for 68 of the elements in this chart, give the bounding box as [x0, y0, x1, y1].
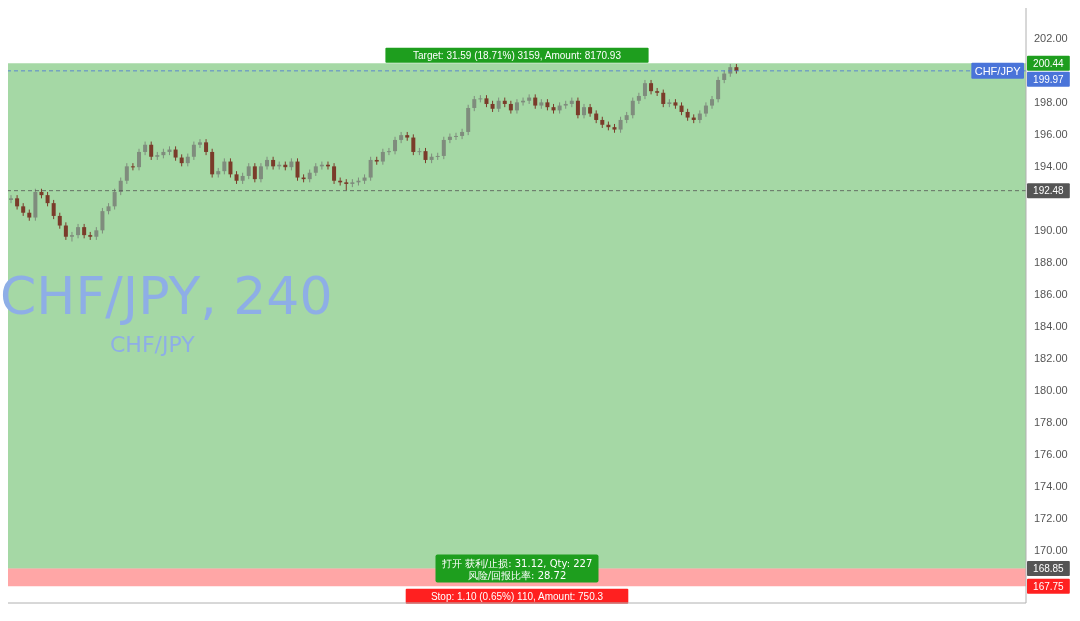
candlestick [466, 104, 471, 136]
candlestick [265, 156, 270, 171]
candlestick [51, 199, 56, 220]
candlestick [332, 162, 337, 185]
text: CHF/JPY [110, 332, 195, 357]
price-tag: CHF/JPY [971, 62, 1024, 79]
price-tag: 200.44 [1027, 55, 1070, 71]
candlestick [368, 156, 373, 182]
y-tick-label: 182.00 [1034, 352, 1068, 365]
price-tag: 199.97 [1027, 71, 1070, 87]
candlestick [112, 188, 117, 211]
candlestick [130, 162, 135, 171]
candlestick [710, 95, 715, 110]
candlestick [258, 162, 263, 183]
candlestick [9, 194, 13, 204]
y-tick-label: 186.00 [1034, 288, 1068, 301]
candlestick [514, 98, 519, 115]
price-tag: 167.75 [1027, 578, 1070, 594]
candlestick [149, 141, 154, 161]
candlestick [271, 156, 276, 171]
y-tick-label: 202.00 [1034, 32, 1068, 45]
candlestick [411, 133, 416, 156]
candlestick [137, 148, 142, 171]
candlestick [15, 194, 20, 211]
y-tick-label: 190.00 [1034, 224, 1068, 237]
band-label: Stop: 1.10 (0.65%) 110, Amount: 750.3 [430, 590, 604, 602]
y-tick-label: 172.00 [1034, 512, 1068, 525]
y-tick-label: 184.00 [1034, 320, 1068, 333]
candlestick [100, 207, 105, 235]
candlestick [716, 76, 721, 103]
candlestick [69, 231, 74, 243]
candlestick [703, 101, 708, 118]
candlestick [575, 97, 580, 119]
price-tag: 192.48 [1027, 183, 1070, 199]
candlestick [210, 148, 215, 179]
candlestick [295, 157, 300, 182]
band-label: Target: 31.59 (18.71%) 3159, Amount: 8170.93 [413, 49, 622, 61]
candlestick [124, 162, 129, 185]
y-tick-label: 188.00 [1034, 256, 1068, 269]
y-tick-label: 178.00 [1034, 416, 1068, 429]
label-box: Target: 31.59 (18.71%) 3159, Amount: 8170.93 [385, 47, 649, 63]
candlestick [527, 93, 532, 105]
y-tick-label: 174.00 [1034, 480, 1068, 493]
candlestick [399, 131, 404, 144]
y-tick-label: 196.00 [1034, 128, 1068, 141]
price-tag: 168.85 [1027, 561, 1070, 577]
candlestick [636, 92, 641, 105]
y-tick-label: 198.00 [1034, 96, 1068, 109]
candlestick [252, 162, 257, 183]
candlestick [630, 97, 635, 119]
candlestick [441, 136, 446, 160]
candlestick [642, 79, 647, 100]
candlestick [228, 157, 233, 179]
candlestick [447, 133, 452, 144]
label-box: 打开 获利/止损: 31.12, Qty: 227 风险/回报比率: 28.72 [435, 554, 599, 583]
annotation: 风险/回报比率: 28.72 [467, 570, 567, 582]
y-tick-label: 180.00 [1034, 384, 1068, 397]
y-tick-label: 194.00 [1034, 160, 1068, 173]
candlestick [508, 100, 513, 115]
annotation: 打开 获利/止损: 31.12, Qty: 227 [440, 558, 593, 570]
candlestick [460, 128, 465, 140]
candlestick [191, 141, 196, 161]
candlestick [386, 147, 391, 156]
candlestick [197, 138, 202, 149]
y-tick-label: 170.00 [1034, 544, 1068, 557]
candlestick [453, 132, 458, 141]
y-tick-label: 176.00 [1034, 448, 1068, 461]
candlestick [588, 103, 593, 118]
